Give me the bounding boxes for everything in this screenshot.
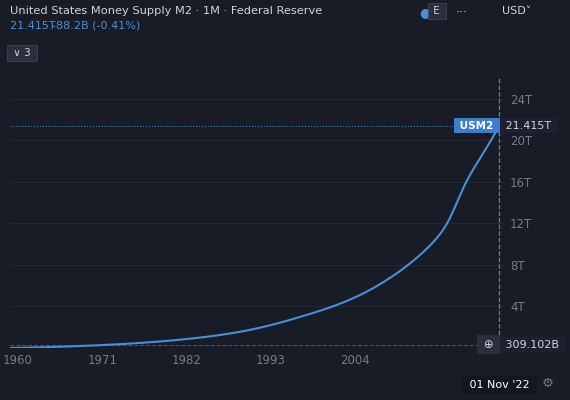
Text: 309.102B: 309.102B (502, 340, 563, 350)
Text: ···: ··· (456, 6, 468, 19)
Text: USD˅: USD˅ (502, 6, 531, 16)
Text: 21.415T: 21.415T (10, 21, 63, 31)
Text: -88.2B (-0.41%): -88.2B (-0.41%) (52, 21, 141, 31)
Text: ⊕: ⊕ (479, 338, 497, 351)
Text: E: E (430, 6, 443, 16)
Text: ⚙: ⚙ (542, 377, 553, 390)
Text: USM2: USM2 (456, 121, 497, 131)
Text: ∨ 3: ∨ 3 (10, 48, 34, 58)
Text: 01 Nov '22: 01 Nov '22 (466, 380, 533, 390)
Text: United States Money Supply M2 · 1M · Federal Reserve: United States Money Supply M2 · 1M · Fed… (10, 6, 323, 16)
Text: ●: ● (419, 6, 430, 19)
Text: 21.415T: 21.415T (502, 121, 555, 131)
